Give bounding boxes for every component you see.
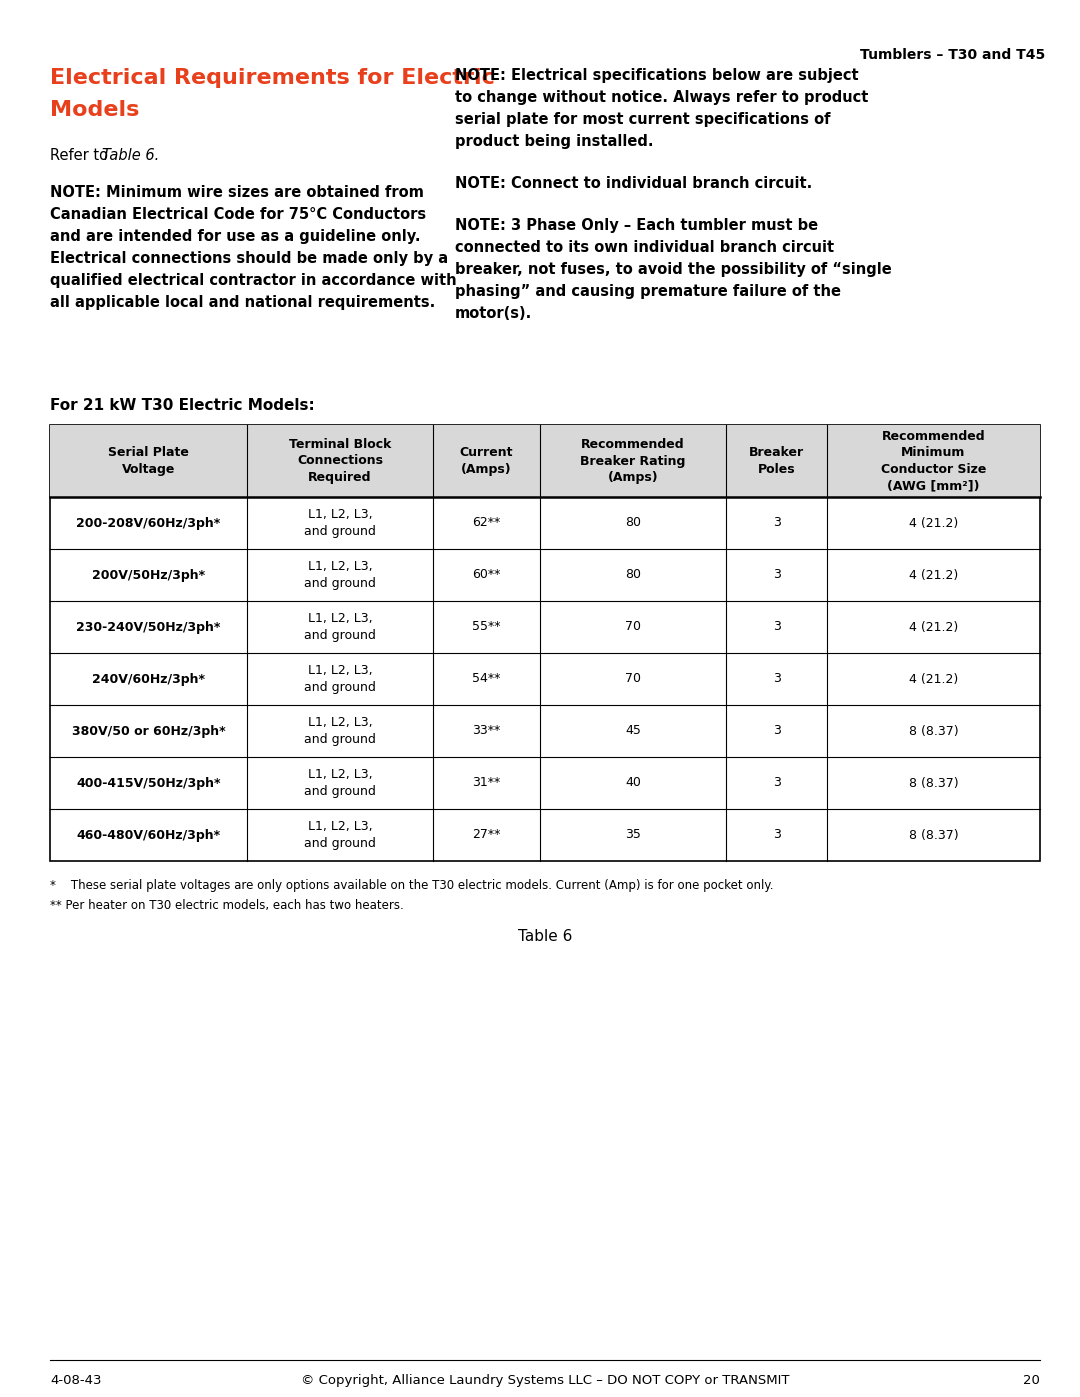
Text: 3: 3 <box>772 828 781 841</box>
Text: 40: 40 <box>625 777 640 789</box>
Text: Recommended
Breaker Rating
(Amps): Recommended Breaker Rating (Amps) <box>580 439 686 483</box>
Text: serial plate for most current specifications of: serial plate for most current specificat… <box>455 112 831 127</box>
Text: 400-415V/50Hz/3ph*: 400-415V/50Hz/3ph* <box>77 777 220 789</box>
Text: 3: 3 <box>772 725 781 738</box>
Text: Table 6: Table 6 <box>517 929 572 944</box>
Text: Refer to: Refer to <box>50 148 112 163</box>
Text: 230-240V/50Hz/3ph*: 230-240V/50Hz/3ph* <box>77 620 220 633</box>
Text: NOTE: Minimum wire sizes are obtained from: NOTE: Minimum wire sizes are obtained fr… <box>50 184 423 200</box>
Text: NOTE: 3 Phase Only – Each tumbler must be: NOTE: 3 Phase Only – Each tumbler must b… <box>455 218 819 233</box>
Text: 8 (8.37): 8 (8.37) <box>908 777 958 789</box>
Text: Terminal Block
Connections
Required: Terminal Block Connections Required <box>288 439 391 483</box>
Text: to change without notice. Always refer to product: to change without notice. Always refer t… <box>455 89 868 105</box>
Text: *    These serial plate voltages are only options available on the T30 electric : * These serial plate voltages are only o… <box>50 879 773 893</box>
Text: For 21 kW T30 Electric Models:: For 21 kW T30 Electric Models: <box>50 398 314 414</box>
Text: 380V/50 or 60Hz/3ph*: 380V/50 or 60Hz/3ph* <box>71 725 226 738</box>
Text: L1, L2, L3,
and ground: L1, L2, L3, and ground <box>305 768 376 798</box>
Text: connected to its own individual branch circuit: connected to its own individual branch c… <box>455 240 834 256</box>
Text: L1, L2, L3,
and ground: L1, L2, L3, and ground <box>305 820 376 849</box>
Text: all applicable local and national requirements.: all applicable local and national requir… <box>50 295 435 310</box>
Text: 4 (21.2): 4 (21.2) <box>909 620 958 633</box>
Text: Electrical connections should be made only by a: Electrical connections should be made on… <box>50 251 448 265</box>
Text: 240V/60Hz/3ph*: 240V/60Hz/3ph* <box>92 672 205 686</box>
Text: Electrical Requirements for Electric: Electrical Requirements for Electric <box>50 68 495 88</box>
Text: 4 (21.2): 4 (21.2) <box>909 672 958 686</box>
Text: L1, L2, L3,
and ground: L1, L2, L3, and ground <box>305 560 376 590</box>
Text: 200-208V/60Hz/3ph*: 200-208V/60Hz/3ph* <box>77 517 220 529</box>
Text: © Copyright, Alliance Laundry Systems LLC – DO NOT COPY or TRANSMIT: © Copyright, Alliance Laundry Systems LL… <box>300 1375 789 1387</box>
Text: 3: 3 <box>772 620 781 633</box>
Text: 55**: 55** <box>472 620 501 633</box>
Text: 60**: 60** <box>472 569 501 581</box>
Bar <box>50 425 1040 497</box>
Text: L1, L2, L3,
and ground: L1, L2, L3, and ground <box>305 664 376 694</box>
Text: 4 (21.2): 4 (21.2) <box>909 569 958 581</box>
Text: Models: Models <box>50 101 139 120</box>
Text: breaker, not fuses, to avoid the possibility of “single: breaker, not fuses, to avoid the possibi… <box>455 263 892 277</box>
Text: 200V/50Hz/3ph*: 200V/50Hz/3ph* <box>92 569 205 581</box>
Text: 54**: 54** <box>472 672 501 686</box>
Text: 460-480V/60Hz/3ph*: 460-480V/60Hz/3ph* <box>77 828 220 841</box>
Text: 3: 3 <box>772 569 781 581</box>
Text: 4 (21.2): 4 (21.2) <box>909 517 958 529</box>
Text: ** Per heater on T30 electric models, each has two heaters.: ** Per heater on T30 electric models, ea… <box>50 900 404 912</box>
Text: phasing” and causing premature failure of the: phasing” and causing premature failure o… <box>455 284 841 299</box>
Text: L1, L2, L3,
and ground: L1, L2, L3, and ground <box>305 509 376 538</box>
Text: 45: 45 <box>625 725 640 738</box>
Text: motor(s).: motor(s). <box>455 306 532 321</box>
Text: 31**: 31** <box>472 777 500 789</box>
Text: 20: 20 <box>1023 1375 1040 1387</box>
Text: Recommended
Minimum
Conductor Size
(AWG [mm²]): Recommended Minimum Conductor Size (AWG … <box>881 430 986 492</box>
Text: 27**: 27** <box>472 828 501 841</box>
Text: 3: 3 <box>772 672 781 686</box>
Text: 35: 35 <box>625 828 640 841</box>
Text: qualified electrical contractor in accordance with: qualified electrical contractor in accor… <box>50 272 457 288</box>
Text: and are intended for use as a guideline only.: and are intended for use as a guideline … <box>50 229 420 244</box>
Text: product being installed.: product being installed. <box>455 134 653 149</box>
Text: 80: 80 <box>625 517 640 529</box>
Text: 3: 3 <box>772 517 781 529</box>
Text: Tumblers – T30 and T45: Tumblers – T30 and T45 <box>860 47 1045 61</box>
Text: NOTE: Electrical specifications below are subject: NOTE: Electrical specifications below ar… <box>455 68 859 82</box>
Text: 70: 70 <box>625 672 640 686</box>
Text: 33**: 33** <box>472 725 500 738</box>
Text: 70: 70 <box>625 620 640 633</box>
Text: 4-08-43: 4-08-43 <box>50 1375 102 1387</box>
Text: 8 (8.37): 8 (8.37) <box>908 828 958 841</box>
Text: NOTE: Connect to individual branch circuit.: NOTE: Connect to individual branch circu… <box>455 176 812 191</box>
Text: L1, L2, L3,
and ground: L1, L2, L3, and ground <box>305 717 376 746</box>
Text: Table 6.: Table 6. <box>102 148 159 163</box>
Text: L1, L2, L3,
and ground: L1, L2, L3, and ground <box>305 612 376 641</box>
Text: Canadian Electrical Code for 75°C Conductors: Canadian Electrical Code for 75°C Conduc… <box>50 207 427 222</box>
Text: Breaker
Poles: Breaker Poles <box>748 446 805 476</box>
Text: 80: 80 <box>625 569 640 581</box>
Text: Current
(Amps): Current (Amps) <box>460 446 513 476</box>
Text: 3: 3 <box>772 777 781 789</box>
Text: 8 (8.37): 8 (8.37) <box>908 725 958 738</box>
Text: Serial Plate
Voltage: Serial Plate Voltage <box>108 446 189 476</box>
Bar <box>50 425 1040 861</box>
Text: 62**: 62** <box>472 517 500 529</box>
